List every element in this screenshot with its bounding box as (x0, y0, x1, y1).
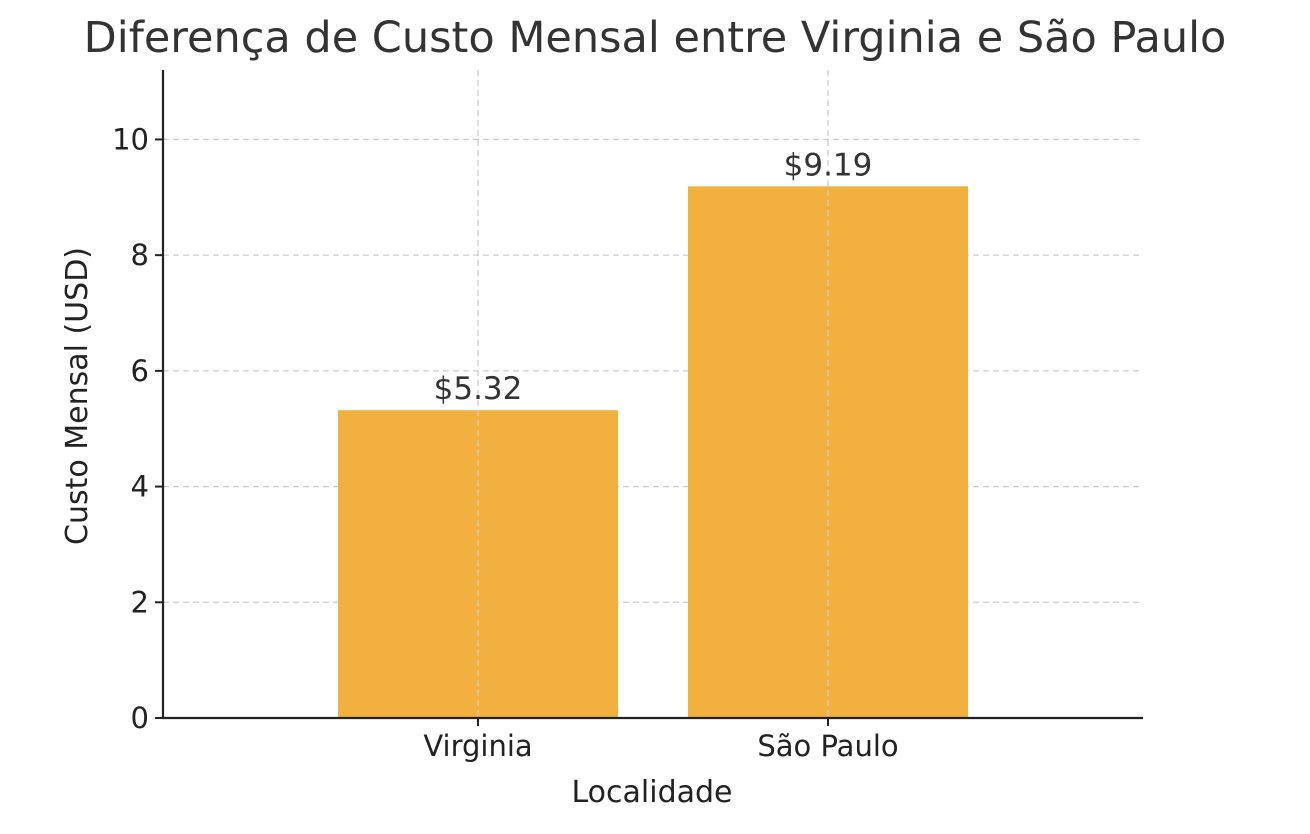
axes-layer (161, 70, 1143, 720)
grid-layer (163, 138, 1143, 719)
y-tick-label: 4 (131, 470, 149, 504)
y-tick-label: 2 (131, 585, 149, 619)
x-tick-label: São Paulo (757, 729, 898, 763)
data-labels-layer: $5.32 $9.19 (434, 147, 873, 407)
y-tick-label: 8 (131, 238, 149, 272)
bar-value-label: $5.32 (434, 371, 523, 407)
ticks-layer: 0 2 4 6 8 10 Virginia São Paulo (112, 122, 899, 763)
x-tick-label: Virginia (423, 729, 532, 763)
bars-layer (338, 186, 968, 719)
chart-title: Diferença de Custo Mensal entre Virginia… (84, 13, 1227, 63)
y-tick-label: 10 (112, 122, 149, 156)
x-axis-label: Localidade (571, 775, 732, 810)
bar-value-label: $9.19 (784, 147, 873, 183)
y-axis-label: Custo Mensal (USD) (60, 247, 95, 545)
y-tick-label: 6 (131, 354, 149, 388)
y-tick-label: 0 (131, 701, 149, 735)
